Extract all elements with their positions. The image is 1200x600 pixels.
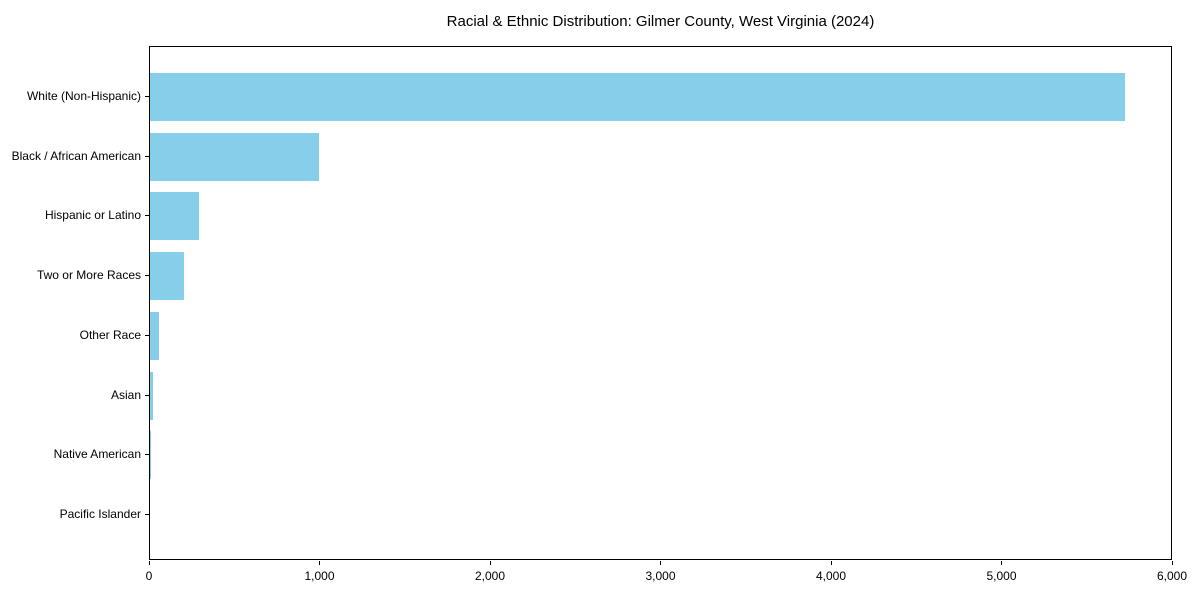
y-tick-mark — [145, 513, 149, 515]
y-tick-label: Asian — [110, 387, 141, 402]
x-tick-label: 0 — [145, 569, 153, 583]
y-tick-mark — [145, 96, 149, 97]
bar — [150, 192, 200, 241]
y-tick-mark — [145, 275, 149, 277]
y-tick-label: Black / African American — [11, 148, 141, 163]
x-tick-mark — [148, 561, 150, 565]
y-tick-mark — [145, 155, 149, 157]
x-tick-label: 3,000 — [645, 569, 676, 583]
y-tick-mark — [145, 215, 149, 217]
plot-area — [149, 46, 1172, 560]
x-tick-label: 1,000 — [304, 569, 335, 583]
x-tick-mark — [1171, 561, 1173, 565]
bar — [150, 132, 319, 181]
y-tick-label: Hispanic or Latino — [44, 208, 141, 223]
chart-title: Racial & Ethnic Distribution: Gilmer Cou… — [446, 13, 875, 30]
y-tick-label: Other Race — [79, 327, 141, 342]
x-tick-mark — [660, 561, 661, 565]
y-tick-label: White (Non-Hispanic) — [26, 89, 141, 103]
bar — [150, 431, 151, 480]
bar — [150, 371, 154, 420]
x-tick-mark — [830, 561, 832, 565]
bar — [150, 311, 159, 360]
y-tick-label: Pacific Islander — [59, 506, 141, 521]
x-tick-mark — [1001, 561, 1002, 565]
x-tick-label: 5,000 — [986, 569, 1017, 583]
x-tick-label: 2,000 — [474, 569, 506, 583]
y-tick-mark — [145, 394, 149, 396]
y-tick-mark — [145, 334, 149, 336]
bar — [150, 73, 1126, 121]
x-tick-label: 4,000 — [815, 569, 847, 583]
bar — [150, 252, 185, 301]
x-tick-mark — [489, 561, 491, 565]
y-tick-mark — [145, 454, 149, 456]
x-tick-label: 6,000 — [1156, 569, 1188, 583]
x-tick-mark — [319, 561, 320, 565]
y-tick-label: Native American — [53, 447, 141, 462]
y-tick-label: Two or More Races — [36, 268, 141, 283]
